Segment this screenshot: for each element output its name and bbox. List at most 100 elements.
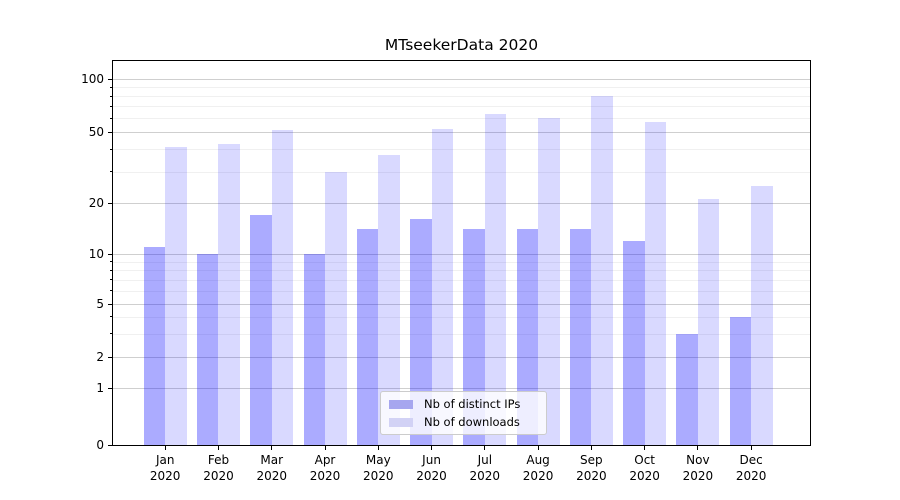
x-tick-label-line: Jun — [422, 453, 441, 467]
x-tick-label-line: 2020 — [416, 469, 447, 483]
x-tick-label: May 2020 — [351, 452, 405, 484]
major-gridline — [113, 203, 810, 204]
legend-item-downloads: Nb of downloads — [389, 415, 538, 429]
x-tick-mark — [697, 446, 699, 450]
y-minor-tick-mark — [110, 95, 113, 97]
x-tick-label-line: 2020 — [629, 469, 660, 483]
bar-distinct-ips — [729, 316, 752, 445]
y-tick-label: 10 — [88, 247, 104, 261]
bar-distinct-ips — [676, 333, 698, 445]
x-tick-mark — [271, 446, 273, 450]
bar-distinct-ips — [143, 246, 166, 445]
x-tick-label: Jul 2020 — [458, 452, 512, 484]
x-tick-label: Mar 2020 — [245, 452, 299, 484]
legend-swatch-distinct-ips-icon — [389, 399, 413, 409]
bar-downloads — [644, 121, 667, 445]
minor-gridline — [113, 118, 810, 120]
x-tick-label-line: 2020 — [203, 469, 234, 483]
x-tick-label-line: Oct — [634, 453, 655, 467]
bar-distinct-ips — [623, 240, 645, 445]
y-minor-tick-mark — [110, 105, 113, 107]
y-tick-label: 0 — [96, 438, 104, 452]
bar-distinct-ips — [410, 219, 432, 445]
chart-title: MTseekerData 2020 — [384, 36, 539, 54]
y-tick-label: 1 — [96, 381, 104, 395]
minor-gridline — [113, 270, 810, 272]
x-tick-label-line: Dec — [739, 453, 763, 467]
x-tick-label-line: 2020 — [522, 469, 554, 483]
bar-distinct-ips — [356, 229, 379, 445]
bar-downloads — [591, 96, 613, 445]
x-tick-label-line: Jul — [477, 453, 493, 467]
major-gridline — [113, 254, 810, 255]
bar-downloads — [378, 155, 400, 445]
x-tick-label-line: May — [365, 453, 391, 467]
x-tick-label-line: 2020 — [149, 469, 181, 483]
y-minor-tick-mark — [110, 290, 113, 292]
minor-gridline — [113, 290, 810, 292]
minor-gridline — [113, 96, 810, 98]
legend-label-distinct-ips: Nb of distinct IPs — [424, 397, 521, 411]
bar-downloads — [431, 129, 454, 445]
y-tick-label: 100 — [81, 72, 104, 86]
major-gridline — [113, 388, 810, 389]
y-tick-label: 20 — [88, 196, 104, 210]
y-tick-label: 50 — [88, 125, 104, 139]
x-tick-mark — [164, 446, 166, 450]
bar-distinct-ips — [250, 214, 272, 445]
x-tick-label-line: 2020 — [362, 469, 394, 483]
x-tick-label: Sep 2020 — [564, 452, 618, 484]
minor-gridline — [113, 149, 810, 151]
minor-gridline — [113, 171, 810, 173]
y-tick-mark — [108, 78, 113, 80]
y-tick-mark — [108, 387, 113, 389]
x-tick-label-line: 2020 — [576, 469, 607, 483]
x-tick-mark — [750, 446, 752, 450]
legend-item-distinct-ips: Nb of distinct IPs — [389, 397, 538, 411]
x-tick-label: Jun 2020 — [405, 452, 459, 484]
bar-downloads — [165, 147, 187, 445]
x-tick-label-line: 2020 — [682, 469, 714, 483]
x-tick-label-line: 2020 — [735, 469, 767, 483]
y-minor-tick-mark — [110, 261, 113, 263]
x-tick-mark — [431, 446, 433, 450]
y-minor-tick-mark — [110, 279, 113, 281]
y-tick-label: 5 — [96, 297, 104, 311]
y-minor-tick-mark — [110, 333, 113, 335]
x-tick-mark — [484, 446, 486, 450]
legend-swatch-downloads-icon — [389, 417, 413, 427]
plot-area — [112, 60, 811, 446]
minor-gridline — [113, 316, 810, 318]
x-tick-label-line: Aug — [526, 453, 550, 467]
x-tick-label: Feb 2020 — [191, 452, 245, 484]
minor-gridline — [113, 87, 810, 89]
y-minor-tick-mark — [110, 269, 113, 271]
x-tick-mark — [217, 446, 219, 450]
x-tick-label: Jan 2020 — [138, 452, 192, 484]
x-tick-label-line: 2020 — [469, 469, 501, 483]
x-tick-label-line: Jan — [155, 453, 175, 467]
major-gridline — [113, 357, 810, 358]
x-tick-label-line: Nov — [686, 453, 710, 467]
x-tick-label-line: 2020 — [309, 469, 341, 483]
x-tick-label-line: Apr — [314, 453, 336, 467]
bar-distinct-ips — [303, 254, 325, 445]
y-tick-mark — [108, 253, 113, 255]
y-minor-tick-mark — [110, 171, 113, 173]
y-tick-mark — [108, 444, 113, 446]
y-tick-mark — [108, 202, 113, 204]
y-tick-mark — [108, 131, 113, 133]
y-tick-mark — [108, 303, 113, 305]
y-tick-mark — [108, 356, 113, 358]
y-minor-tick-mark — [110, 86, 113, 88]
bar-downloads — [218, 143, 240, 445]
y-minor-tick-mark — [110, 117, 113, 119]
y-minor-tick-mark — [110, 148, 113, 150]
bar-downloads — [271, 130, 294, 445]
bar-downloads — [538, 118, 560, 445]
major-gridline — [113, 304, 810, 305]
x-tick-label: Dec 2020 — [724, 452, 778, 484]
bar-downloads — [484, 114, 507, 445]
x-tick-mark — [590, 446, 592, 450]
